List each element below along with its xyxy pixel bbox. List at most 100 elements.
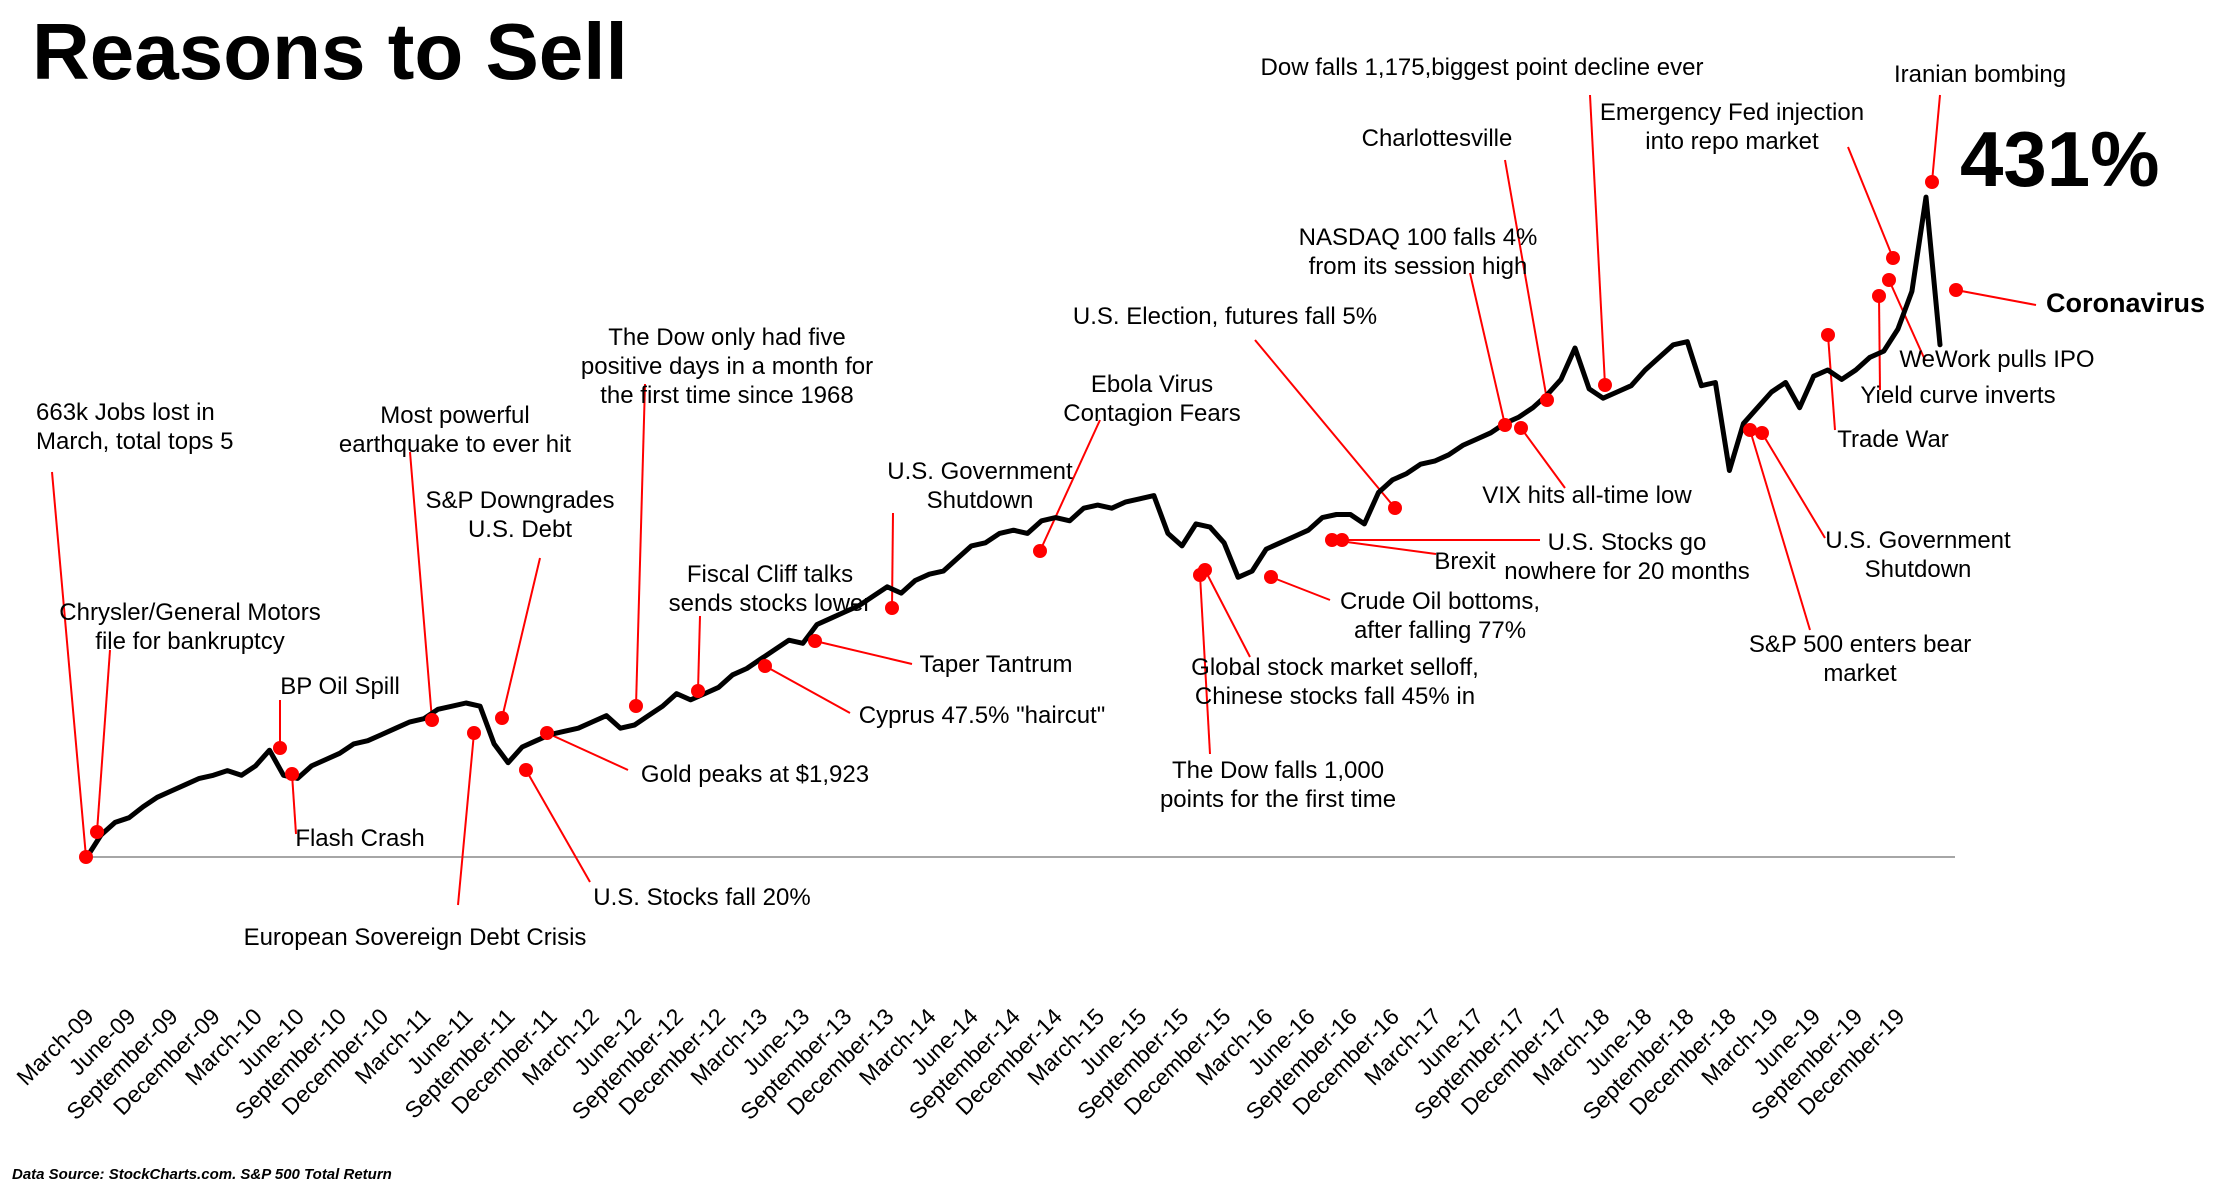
annotation-leader bbox=[697, 615, 701, 692]
annotation-leader bbox=[1204, 569, 1251, 658]
annotation-leader bbox=[51, 471, 87, 858]
annotation-leader bbox=[546, 732, 629, 771]
annotation-leader bbox=[1270, 576, 1331, 601]
annotation-label: S&P Downgrades U.S. Debt bbox=[426, 487, 615, 543]
annotation-label: Chrysler/General Motors file for bankrupt… bbox=[59, 599, 320, 655]
annotation-label: S&P 500 enters bear market bbox=[1749, 631, 1971, 687]
annotation-label: Flash Crash bbox=[295, 825, 424, 852]
annotation-leader bbox=[96, 649, 111, 833]
annotation-labels: 663k Jobs lost in March, total tops 5 Chry… bbox=[36, 54, 2205, 951]
event-marker bbox=[1264, 570, 1278, 584]
annotation-leader bbox=[1878, 295, 1881, 391]
annotation-leader bbox=[1749, 429, 1811, 631]
annotation-label: U.S. Stocks go nowhere for 20 months bbox=[1504, 529, 1749, 585]
annotation-label: Gold peaks at $1,923 bbox=[641, 761, 869, 788]
annotation-label: BP Oil Spill bbox=[280, 673, 400, 700]
annotation-leader bbox=[1331, 539, 1437, 555]
event-marker bbox=[1925, 175, 1939, 189]
event-marker bbox=[273, 741, 287, 755]
annotation-leader bbox=[814, 640, 913, 665]
annotation-leader bbox=[1039, 419, 1101, 552]
event-marker bbox=[691, 684, 705, 698]
annotation-leaders bbox=[51, 94, 2037, 906]
event-marker bbox=[1514, 421, 1528, 435]
annotation-leader bbox=[291, 773, 297, 835]
annotation-label: Emergency Fed injection into repo market bbox=[1600, 99, 1864, 155]
event-marker bbox=[885, 601, 899, 615]
event-marker bbox=[1882, 273, 1896, 287]
annotation-label: The Dow falls 1,000 points for the first … bbox=[1160, 757, 1396, 813]
annotation-label: Ebola Virus Contagion Fears bbox=[1063, 371, 1240, 427]
annotation-label: The Dow only had five positive days in a … bbox=[581, 324, 873, 409]
annotation-label: U.S. Government Shutdown bbox=[1825, 527, 2011, 583]
event-marker bbox=[1033, 544, 1047, 558]
event-marker bbox=[467, 726, 481, 740]
annotation-label: Trade War bbox=[1837, 426, 1949, 453]
event-marker bbox=[1498, 418, 1512, 432]
event-marker bbox=[1325, 533, 1339, 547]
annotation-leader bbox=[764, 665, 851, 714]
event-marker bbox=[1598, 378, 1612, 392]
event-marker bbox=[1388, 501, 1402, 515]
annotation-leader bbox=[1761, 432, 1826, 539]
event-marker bbox=[425, 713, 439, 727]
annotation-label: Fiscal Cliff talks sends stocks lower bbox=[669, 561, 872, 617]
event-marker bbox=[90, 825, 104, 839]
annotation-leader bbox=[1888, 279, 1926, 361]
x-axis-ticks: March-09June-09September-09December-09Ma… bbox=[11, 1003, 1909, 1125]
annotation-leader bbox=[1469, 272, 1506, 426]
annotation-label: VIX hits all-time low bbox=[1482, 482, 1692, 509]
annotation-leader bbox=[501, 557, 541, 719]
annotation-leader bbox=[1847, 146, 1894, 259]
event-marker bbox=[285, 767, 299, 781]
annotation-leader bbox=[525, 769, 591, 883]
annotation-leader bbox=[891, 512, 894, 609]
annotation-leader bbox=[409, 451, 433, 721]
annotation-label: Taper Tantrum bbox=[920, 651, 1073, 678]
series-line bbox=[84, 194, 1943, 860]
event-marker bbox=[540, 726, 554, 740]
event-marker bbox=[79, 850, 93, 864]
event-marker bbox=[1743, 423, 1757, 437]
annotation-label: Brexit bbox=[1434, 548, 1496, 575]
annotation-label: Cyprus 47.5% "haircut" bbox=[859, 702, 1105, 729]
event-marker bbox=[1198, 563, 1212, 577]
annotation-leader bbox=[457, 732, 475, 906]
event-marker bbox=[758, 659, 772, 673]
annotation-label: Yield curve inverts bbox=[1860, 382, 2055, 409]
annotation-leader bbox=[635, 383, 646, 707]
event-marker bbox=[1335, 533, 1349, 547]
event-marker bbox=[1872, 289, 1886, 303]
annotation-leader bbox=[1199, 574, 1211, 755]
event-marker bbox=[1755, 426, 1769, 440]
event-markers bbox=[79, 175, 1963, 864]
annotation-label: Coronavirus bbox=[2046, 288, 2205, 318]
annotation-label: Most powerful earthquake to ever hit bbox=[339, 402, 571, 458]
event-marker bbox=[1821, 328, 1835, 342]
annotation-label: 663k Jobs lost in March, total tops 5 bbox=[36, 399, 233, 455]
event-marker bbox=[1949, 283, 1963, 297]
annotation-leader bbox=[1254, 339, 1396, 509]
event-marker bbox=[629, 699, 643, 713]
annotation-leader bbox=[1827, 334, 1836, 431]
annotation-label: European Sovereign Debt Crisis bbox=[244, 924, 587, 951]
chart-title: Reasons to Sell bbox=[32, 7, 628, 96]
data-source-note: Data Source: StockCharts.com. S&P 500 To… bbox=[12, 1166, 392, 1183]
annotation-label: Global stock market selloff, Chinese stoc… bbox=[1191, 654, 1479, 710]
annotation-leader bbox=[1520, 427, 1566, 489]
annotation-label: Iranian bombing bbox=[1894, 61, 2066, 88]
annotation-label: U.S. Stocks fall 20% bbox=[593, 884, 810, 911]
event-marker bbox=[1540, 393, 1554, 407]
annotation-leader bbox=[1589, 94, 1606, 386]
event-marker bbox=[495, 711, 509, 725]
annotation-label: Crude Oil bottoms, after falling 77% bbox=[1340, 588, 1540, 644]
annotation-label: U.S. Election, futures fall 5% bbox=[1073, 303, 1377, 330]
annotation-leader bbox=[1504, 159, 1548, 401]
annotation-label: NASDAQ 100 falls 4% from its session high bbox=[1299, 224, 1538, 280]
annotation-leader bbox=[1931, 94, 1941, 183]
annotation-label: U.S. Government Shutdown bbox=[887, 458, 1073, 514]
annotation-label: WeWork pulls IPO bbox=[1899, 346, 2094, 373]
event-marker bbox=[1886, 251, 1900, 265]
total-return-label: 431% bbox=[1960, 115, 2160, 203]
